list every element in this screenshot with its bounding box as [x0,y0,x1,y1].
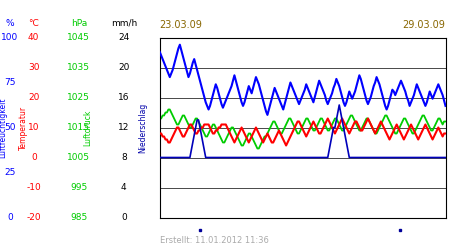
Text: 10: 10 [28,123,40,132]
Text: 20: 20 [118,63,130,72]
Text: 50: 50 [4,123,16,132]
Text: Temperatur: Temperatur [19,106,28,150]
Text: 20: 20 [28,93,40,102]
Text: 985: 985 [70,213,87,222]
Text: mm/h: mm/h [111,18,137,28]
Text: 24: 24 [118,33,130,42]
Text: 1035: 1035 [67,63,90,72]
Text: 30: 30 [28,63,40,72]
Text: 16: 16 [118,93,130,102]
Text: 8: 8 [121,153,126,162]
Text: 29.03.09: 29.03.09 [403,20,446,30]
Text: 1045: 1045 [68,33,90,42]
Text: 1015: 1015 [67,123,90,132]
Text: 25: 25 [4,168,16,177]
Text: 1005: 1005 [67,153,90,162]
Text: -10: -10 [27,183,41,192]
Text: 0: 0 [7,213,13,222]
Text: Luftfeuchtigkeit: Luftfeuchtigkeit [0,97,7,158]
Text: hPa: hPa [71,18,87,28]
Text: 0: 0 [121,213,126,222]
Text: 4: 4 [121,183,126,192]
Text: 12: 12 [118,123,130,132]
Text: 995: 995 [70,183,87,192]
Text: -20: -20 [27,213,41,222]
Text: 0: 0 [31,153,36,162]
Text: Niederschlag: Niederschlag [139,102,148,152]
Text: Luftdruck: Luftdruck [83,109,92,146]
Text: 23.03.09: 23.03.09 [160,20,202,30]
Text: °C: °C [28,18,39,28]
Text: %: % [5,18,14,28]
Text: 100: 100 [1,33,18,42]
Text: 75: 75 [4,78,16,87]
Text: 1025: 1025 [68,93,90,102]
Text: 40: 40 [28,33,40,42]
Text: Erstellt: 11.01.2012 11:36: Erstellt: 11.01.2012 11:36 [160,236,269,245]
